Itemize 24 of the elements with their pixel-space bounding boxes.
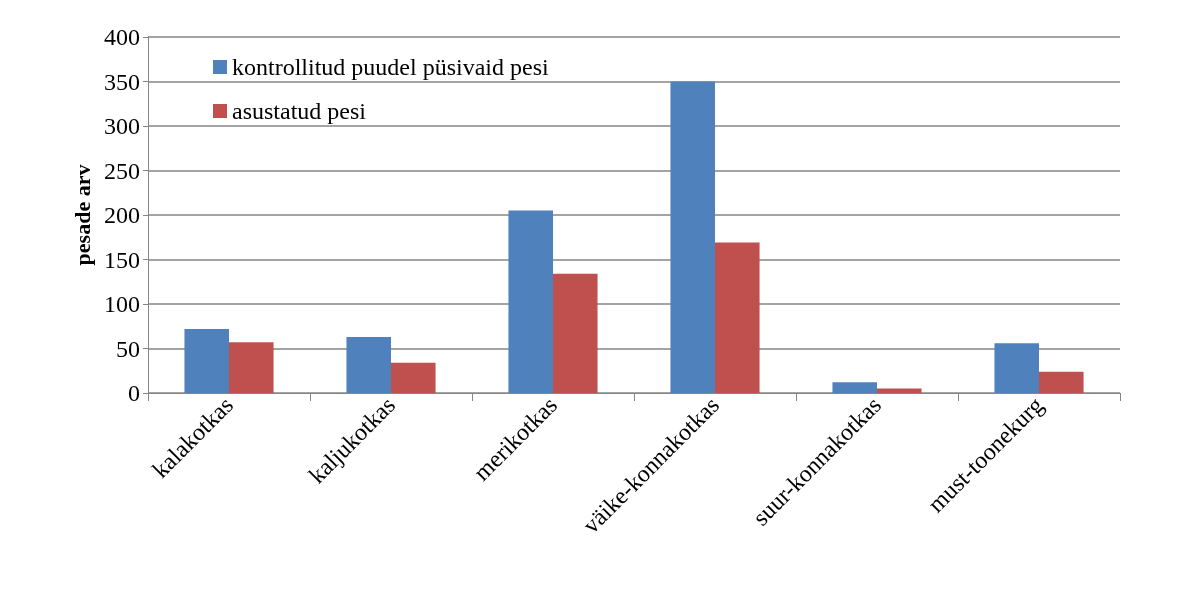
bar [346,336,391,393]
legend-label: asustatud pesi [232,98,367,124]
y-tick-label: 50 [116,335,140,362]
bar [832,382,877,393]
y-tick-label: 150 [104,246,140,273]
y-tick-label: 400 [104,24,140,50]
bar [877,388,922,393]
y-tick-label: 250 [104,157,140,184]
bar [391,362,436,393]
bar [1039,371,1084,393]
bar [715,242,760,393]
y-tick-label: 0 [128,380,140,406]
bar [670,81,715,393]
bar [184,328,229,393]
y-tick-label: 300 [104,113,140,139]
y-tick-label: 350 [104,68,140,95]
y-axis-title: pesade arv [69,164,95,266]
bar [994,343,1039,393]
bar [229,342,274,393]
y-tick-label: 100 [104,291,140,317]
y-tick-label: 200 [104,202,140,228]
bar [553,273,598,393]
bar [508,210,553,393]
legend-label: kontrollitud puudel püsivaid pesi [232,54,549,80]
